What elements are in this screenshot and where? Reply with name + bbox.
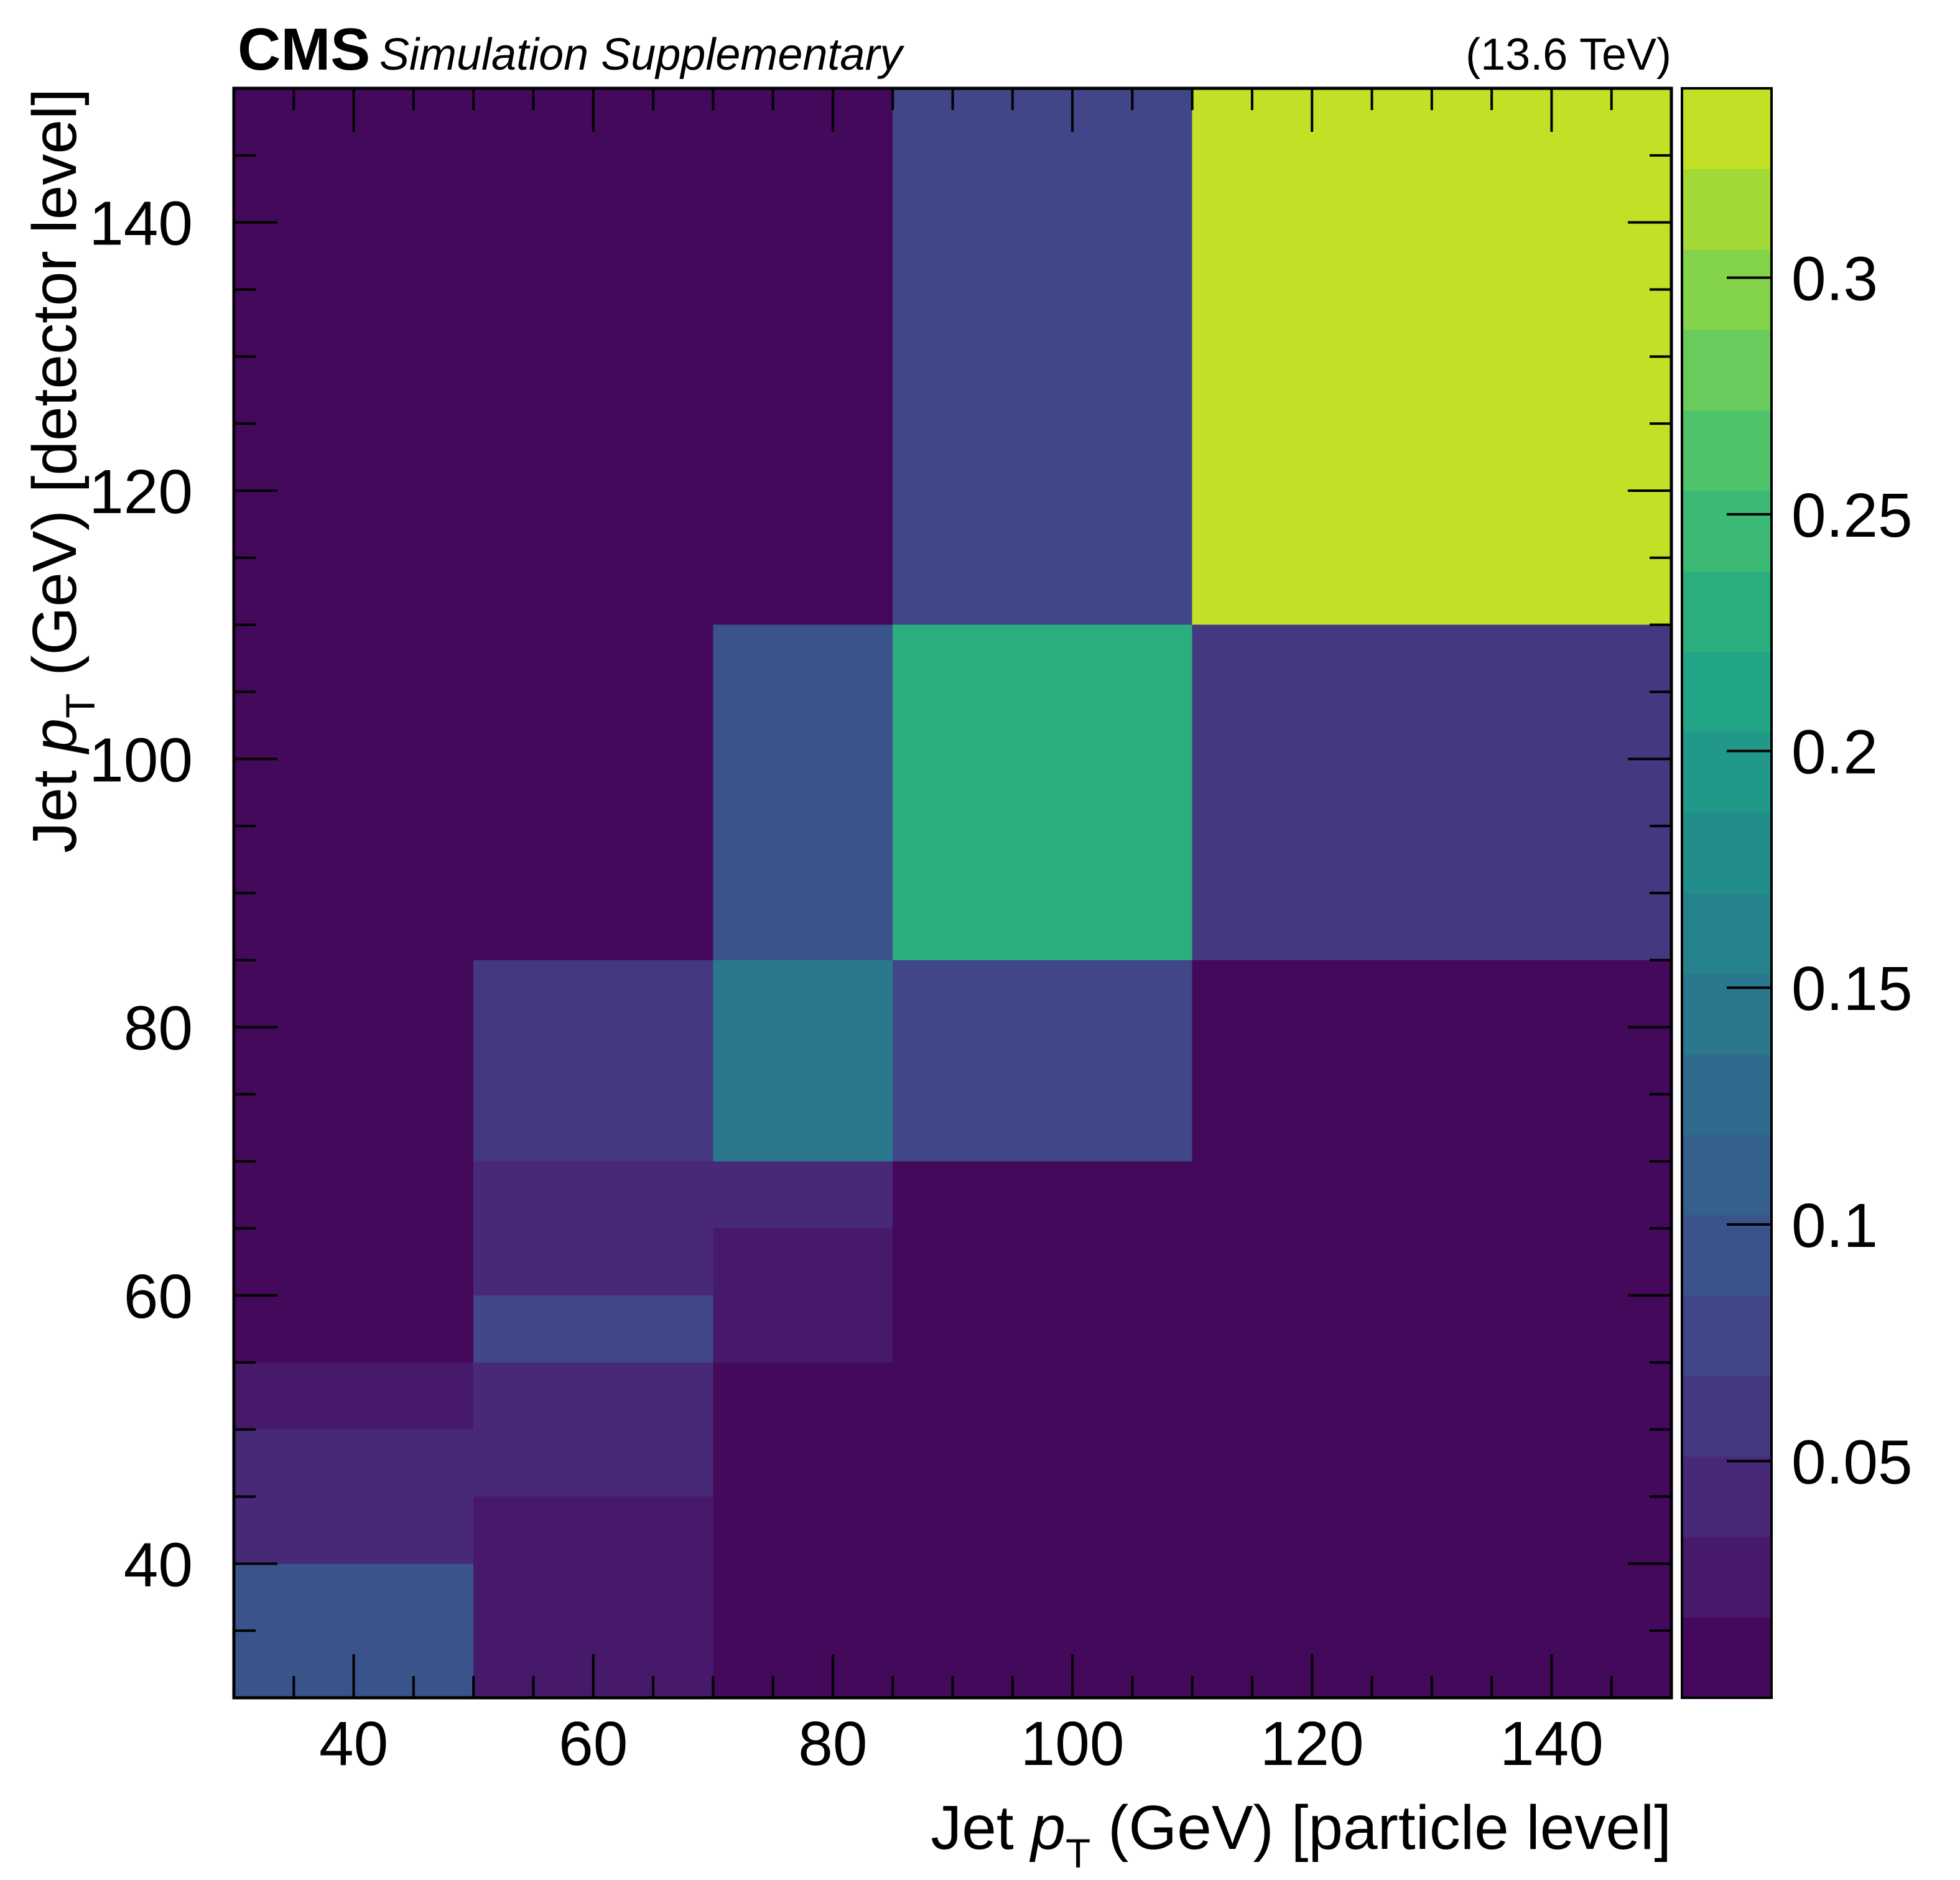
heatmap-cell — [893, 624, 1192, 960]
heatmap-cell — [893, 88, 1192, 625]
x-tick-label: 40 — [319, 1709, 388, 1779]
heatmap-cell — [713, 1228, 893, 1363]
y-axis-title: Jet pT (GeV) [detector level] — [20, 88, 103, 853]
plot-frame — [232, 86, 1673, 1700]
y-tick-label: 140 — [89, 189, 193, 259]
heatmap-cell — [713, 1362, 893, 1698]
colorbar-tick-label: 0.15 — [1791, 954, 1913, 1024]
colorbar-segment — [1682, 330, 1772, 411]
heatmap-cell — [1192, 960, 1671, 1698]
colorbar-tick-label: 0.2 — [1791, 718, 1878, 787]
simulation-supplementary-label: Simulation Supplementary — [379, 30, 904, 80]
heatmap-cell — [893, 960, 1192, 1162]
heatmap-cell — [473, 1295, 713, 1363]
axis-ticks — [234, 88, 1772, 1698]
heatmap-cell — [234, 88, 474, 1363]
y-tick-label: 60 — [124, 1262, 193, 1331]
y-tick-label: 120 — [89, 457, 193, 527]
colorbar-segment — [1682, 1537, 1772, 1618]
x-tick-label: 120 — [1260, 1709, 1364, 1779]
colorbar-segment — [1682, 249, 1772, 330]
colorbar-segment — [1682, 651, 1772, 733]
colorbar-tick-label: 0.05 — [1791, 1427, 1913, 1497]
tick-labels: 40 60 80 100 120 140 40 60 80 100 120 140 0.05 0.1 0.1… — [89, 189, 1913, 1779]
colorbar-segment — [1682, 1134, 1772, 1216]
colorbar-frame — [1681, 87, 1773, 1699]
colorbar — [1681, 87, 1773, 1699]
heatmap-cells — [234, 88, 1671, 1698]
x-tick-label: 80 — [798, 1709, 867, 1779]
x-axis-title: Jet pT (GeV) [particle level] — [931, 1793, 1671, 1876]
colorbar-segment — [1682, 1376, 1772, 1457]
heatmap-cell — [713, 88, 893, 625]
y-tick-label: 80 — [124, 994, 193, 1063]
colorbar-segment — [1682, 893, 1772, 974]
colorbar-segment — [1682, 1456, 1772, 1537]
energy-label: (13.6 TeV) — [1465, 30, 1671, 80]
heatmap-cell — [713, 624, 893, 960]
heatmap-cell — [473, 1161, 713, 1295]
y-tick-label: 40 — [124, 1530, 193, 1600]
colorbar-segment — [1682, 1215, 1772, 1296]
x-tick-label: 60 — [559, 1709, 628, 1779]
colorbar-tick-label: 0.25 — [1791, 481, 1913, 550]
colorbar-segment — [1682, 1053, 1772, 1135]
colorbar-segment — [1682, 1617, 1772, 1698]
colorbar-segment — [1682, 169, 1772, 250]
colorbar-segment — [1682, 410, 1772, 491]
colorbar-segment — [1682, 491, 1772, 572]
colorbar-segment — [1682, 88, 1772, 169]
cms-label: CMS — [238, 16, 370, 83]
heatmap-cell — [893, 1161, 1192, 1698]
x-tick-label: 140 — [1500, 1709, 1604, 1779]
heatmap-cell — [713, 960, 893, 1162]
colorbar-segment — [1682, 571, 1772, 652]
colorbar-tick-label: 0.3 — [1791, 244, 1878, 313]
colorbar-segment — [1682, 973, 1772, 1055]
y-tick-label: 100 — [89, 725, 193, 795]
heatmap-cell — [1192, 88, 1671, 625]
heatmap-cell — [234, 1429, 474, 1564]
heatmap-cell — [473, 1362, 713, 1497]
heatmap-cell — [473, 960, 713, 1162]
colorbar-segment — [1682, 812, 1772, 894]
heatmap-cell — [713, 1161, 893, 1229]
colorbar-segment — [1682, 1295, 1772, 1376]
heatmap-cell — [234, 1362, 474, 1430]
colorbar-tick-label: 0.1 — [1791, 1191, 1878, 1261]
heatmap-cell — [1192, 624, 1671, 960]
heatmap-cell — [473, 88, 713, 960]
x-tick-label: 100 — [1021, 1709, 1125, 1779]
colorbar-segment — [1682, 732, 1772, 813]
